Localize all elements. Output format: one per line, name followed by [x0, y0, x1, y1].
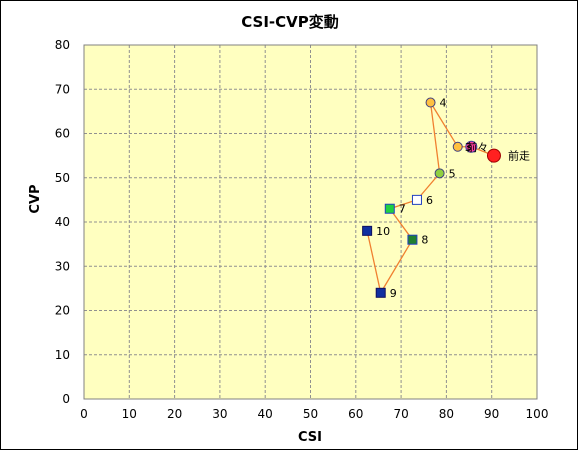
- data-point: [375, 287, 386, 298]
- data-label: 9: [390, 287, 397, 300]
- x-tick-label: 90: [484, 407, 499, 421]
- data-point: [411, 194, 422, 205]
- x-tick-label: 80: [439, 407, 454, 421]
- data-label: 5: [449, 167, 456, 180]
- data-label: 前走: [508, 149, 530, 163]
- data-point: [407, 234, 418, 245]
- x-tick-label: 20: [167, 407, 182, 421]
- y-axis-ticks: 0 10 20 30 40 50 60 70 80: [55, 38, 70, 406]
- series-line: [366, 102, 495, 295]
- chart-title: CSI-CVP変動: [241, 13, 339, 31]
- data-point: [362, 225, 373, 236]
- data-label: 前々: [466, 140, 488, 154]
- y-tick-label: 70: [55, 82, 70, 96]
- x-tick-label: 100: [526, 407, 549, 421]
- x-tick-label: 10: [122, 407, 137, 421]
- x-tick-label: 70: [393, 407, 408, 421]
- data-point: [384, 203, 395, 214]
- data-labels: 前走 前々3 4 5 6 7 8 9 10: [376, 97, 530, 300]
- y-tick-label: 80: [55, 38, 70, 52]
- x-axis-label: CSI: [298, 430, 322, 445]
- x-tick-label: 50: [303, 407, 318, 421]
- y-tick-label: 10: [55, 348, 70, 362]
- data-point: [452, 141, 463, 152]
- data-markers: [362, 97, 501, 298]
- data-point: [425, 97, 436, 108]
- data-point: [434, 168, 445, 179]
- y-tick-label: 30: [55, 259, 70, 273]
- y-tick-label: 40: [55, 215, 70, 229]
- x-tick-label: 30: [212, 407, 227, 421]
- y-tick-label: 20: [55, 304, 70, 318]
- grid-lines: [84, 45, 537, 399]
- data-label: 8: [421, 234, 428, 247]
- x-tick-label: 60: [348, 407, 363, 421]
- data-label: 7: [399, 203, 406, 216]
- data-label: 10: [376, 225, 390, 238]
- x-tick-label: 40: [258, 407, 273, 421]
- y-tick-label: 60: [55, 127, 70, 141]
- data-point: [486, 148, 501, 163]
- data-label: 6: [426, 194, 433, 207]
- plot-border: [83, 44, 538, 400]
- data-label: 3: [465, 141, 472, 154]
- x-tick-label: 0: [80, 407, 88, 421]
- y-tick-label: 0: [62, 392, 70, 406]
- y-tick-label: 50: [55, 171, 70, 185]
- y-axis-label: CVP: [28, 184, 43, 213]
- x-axis-ticks: 0 10 20 30 40 50 60 70 80 90 100: [80, 407, 548, 421]
- data-point: [465, 140, 478, 153]
- data-label: 4: [440, 97, 447, 110]
